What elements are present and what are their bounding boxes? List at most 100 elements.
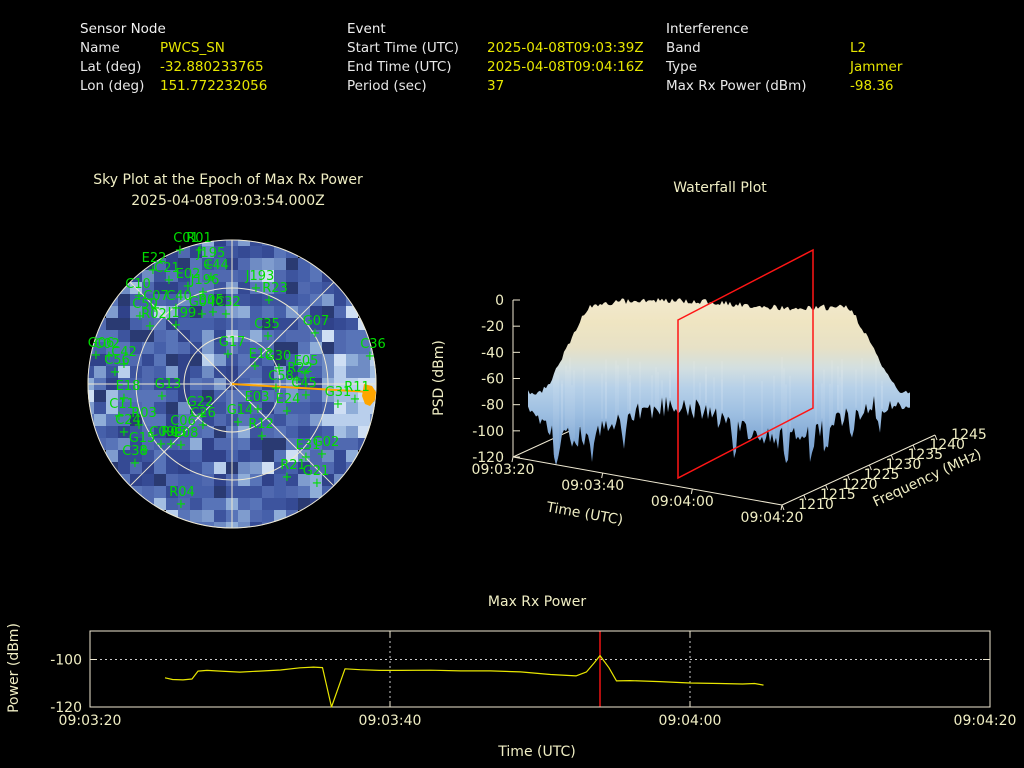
heatmap-cell <box>130 306 142 318</box>
heatmap-cell <box>370 402 377 414</box>
heatmap-cell <box>262 438 274 450</box>
heatmap-cell <box>262 450 274 462</box>
heatmap-cell <box>94 414 106 426</box>
event-panel: Event Start Time (UTC) 2025-04-08T09:03:3… <box>347 20 644 96</box>
satellite-label: G14 <box>227 403 254 418</box>
heatmap-cell <box>142 342 154 354</box>
psd-tick-label: -120 <box>472 450 504 466</box>
heatmap-cell <box>310 402 322 414</box>
heatmap-cell <box>214 342 226 354</box>
heatmap-cell <box>358 354 370 366</box>
heatmap-cell <box>322 438 334 450</box>
heatmap-cell <box>262 354 274 366</box>
heatmap-cell <box>202 318 214 330</box>
heatmap-cell <box>262 498 274 510</box>
heatmap-cell <box>178 462 190 474</box>
heatmap-cell <box>202 522 214 529</box>
heatmap-cell <box>286 330 298 342</box>
heatmap-cell <box>214 510 226 522</box>
heatmap-cell <box>334 414 346 426</box>
satellite-label: C01 <box>173 231 199 246</box>
satellite-marker: + <box>198 418 209 433</box>
heatmap-cell <box>166 366 178 378</box>
field-value: 2025-04-08T09:03:39Z <box>487 40 644 56</box>
heatmap-cell <box>298 318 310 330</box>
satellite-marker: + <box>156 437 167 452</box>
heatmap-cell <box>154 426 166 438</box>
satellite-marker: + <box>292 373 303 388</box>
freq-tick-label: 1245 <box>951 427 987 443</box>
satellite-label: R23 <box>262 281 288 296</box>
heatmap-cell <box>154 486 166 498</box>
heatmap-cell <box>106 318 118 330</box>
heatmap-cell <box>130 330 142 342</box>
heatmap-cell <box>262 426 274 438</box>
heatmap-cell <box>310 450 322 462</box>
heatmap-cell <box>334 438 346 450</box>
heatmap-cell <box>298 282 310 294</box>
power-data-line <box>164 654 764 708</box>
satellite-marker: + <box>312 476 323 491</box>
x-tick-label: 09:04:20 <box>954 713 1017 729</box>
satellite-marker: + <box>271 381 282 396</box>
heatmap-cell <box>190 474 202 486</box>
heatmap-cell <box>298 366 310 378</box>
satellite-label: R05 <box>161 425 187 440</box>
satellite-marker: + <box>176 497 187 512</box>
freq-tick <box>868 464 872 471</box>
freq-tick <box>803 494 807 501</box>
heatmap-cell <box>358 402 370 414</box>
heatmap-cell <box>238 342 250 354</box>
heatmap-cell <box>166 330 178 342</box>
satellite-marker: + <box>253 402 264 417</box>
heatmap-cell <box>142 390 154 402</box>
heatmap-cell <box>130 318 142 330</box>
heatmap-cell <box>250 258 262 270</box>
satellite-label: G21 <box>303 464 330 479</box>
heatmap-cell <box>274 342 286 354</box>
heatmap-cell <box>202 390 214 402</box>
satellite-marker: + <box>264 293 275 308</box>
heatmap-cell <box>298 486 310 498</box>
satellite-label: E02 <box>176 267 201 282</box>
satellite-label: C06 <box>170 414 196 429</box>
heatmap-cell <box>274 282 286 294</box>
field-label: Period (sec) <box>347 78 427 94</box>
heatmap-cell <box>202 282 214 294</box>
heatmap-cell <box>154 414 166 426</box>
heatmap-cell <box>250 306 262 318</box>
satellite-marker: + <box>301 388 312 403</box>
heatmap-cell <box>106 390 118 402</box>
heatmap-cell <box>154 462 166 474</box>
freq-tick-label: 1230 <box>886 457 922 473</box>
heatmap-cell <box>94 390 106 402</box>
satellite-label: E22 <box>142 251 167 266</box>
satellite-label: C26 <box>190 406 216 421</box>
heatmap-cell <box>202 342 214 354</box>
heatmap-cell <box>274 366 286 378</box>
heatmap-cell <box>118 402 130 414</box>
heatmap-cell <box>334 294 346 306</box>
field-label: End Time (UTC) <box>347 59 452 75</box>
freq-tick <box>890 454 894 461</box>
satellite-marker: + <box>134 418 145 433</box>
heatmap-cell <box>274 414 286 426</box>
heatmap-cell <box>178 390 190 402</box>
slice-plane <box>677 248 814 480</box>
satellite-marker: + <box>183 279 194 294</box>
satellite-marker: + <box>119 357 130 372</box>
heatmap-cell <box>250 486 262 498</box>
satellite-marker: + <box>139 443 150 458</box>
heatmap-cell <box>87 402 94 414</box>
heatmap-cell <box>106 438 118 450</box>
heatmap-cell <box>190 354 202 366</box>
heatmap-cell <box>334 318 346 330</box>
heatmap-cell <box>130 390 142 402</box>
heatmap-cell <box>358 366 370 378</box>
heatmap-cell <box>166 354 178 366</box>
heatmap-cell <box>154 366 166 378</box>
heatmap-cell <box>238 438 250 450</box>
heatmap-cell <box>262 306 274 318</box>
time-tick-label: 09:04:00 <box>651 494 714 510</box>
heatmap-cell <box>154 402 166 414</box>
